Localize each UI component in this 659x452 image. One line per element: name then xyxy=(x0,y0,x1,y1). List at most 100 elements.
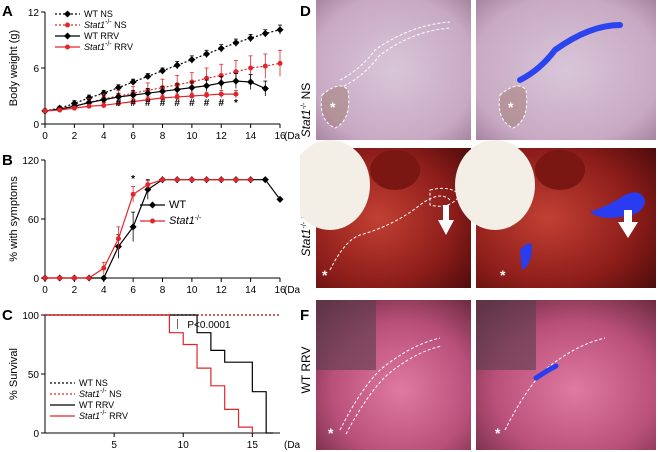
data-point xyxy=(262,63,268,69)
data-point xyxy=(277,60,283,66)
data-point xyxy=(248,65,254,71)
data-point xyxy=(100,274,108,282)
x-tick-label: 4 xyxy=(101,285,107,296)
legend-label: WT RRV xyxy=(79,400,114,410)
data-point xyxy=(42,275,48,281)
significance-marker: # xyxy=(189,98,195,109)
photo-d-right: * xyxy=(476,0,656,140)
x-axis-label: (Days) xyxy=(284,440,300,451)
panel-letter-c: C xyxy=(2,307,13,324)
data-point xyxy=(276,195,284,203)
data-point xyxy=(217,79,225,87)
legend-label: Stat1-/- RRV xyxy=(84,41,133,52)
data-point xyxy=(57,107,63,113)
significance-marker: # xyxy=(160,98,166,109)
data-point xyxy=(204,75,210,81)
x-tick-label: 2 xyxy=(72,131,78,142)
legend-label: WT RRV xyxy=(84,31,119,41)
x-tick-label: 0 xyxy=(42,285,48,296)
x-tick-label: 8 xyxy=(160,131,166,142)
legend-marker xyxy=(148,201,157,209)
legend-label: WT NS xyxy=(84,9,113,19)
data-point xyxy=(100,89,108,97)
panel-letter-b: B xyxy=(2,152,13,169)
data-point xyxy=(276,26,284,34)
y-tick-label: 6 xyxy=(33,64,39,75)
data-point xyxy=(144,89,152,97)
legend-marker xyxy=(63,32,72,40)
legend-marker xyxy=(150,218,155,224)
legend-marker xyxy=(65,22,70,28)
panel-letter-a: A xyxy=(2,3,13,20)
data-point xyxy=(100,96,108,104)
data-point xyxy=(204,177,210,183)
data-point xyxy=(130,99,136,105)
svg-text:*: * xyxy=(330,99,336,115)
legend-label: WT xyxy=(169,199,186,211)
data-point xyxy=(261,84,269,93)
data-point xyxy=(130,191,136,197)
y-axis-label: Body weight (g) xyxy=(8,30,20,106)
data-point xyxy=(218,177,224,183)
x-tick-label: 12 xyxy=(216,285,228,296)
data-point xyxy=(233,69,239,75)
data-point xyxy=(218,91,224,97)
data-point xyxy=(71,105,77,111)
svg-text:*: * xyxy=(495,425,501,441)
x-tick-label: 6 xyxy=(130,285,136,296)
x-tick-label: 6 xyxy=(130,131,136,142)
data-point xyxy=(42,108,48,114)
data-point xyxy=(189,93,195,99)
data-point xyxy=(233,177,239,183)
data-point xyxy=(114,84,122,92)
photo-e-left: * xyxy=(300,140,471,288)
data-point xyxy=(247,78,255,86)
x-tick-label: 14 xyxy=(245,131,257,142)
x-axis-label: (Days) xyxy=(284,131,300,142)
legend-marker xyxy=(65,44,70,50)
data-point xyxy=(145,97,151,103)
y-tick-label: 120 xyxy=(22,156,39,167)
x-axis-label: (Days) xyxy=(284,285,300,296)
y-axis-label: % with symptoms xyxy=(8,176,20,262)
data-point xyxy=(248,177,254,183)
photo-label-f: WT RRV xyxy=(300,347,313,394)
data-point xyxy=(247,34,255,42)
data-point xyxy=(160,95,165,101)
data-point xyxy=(189,177,195,183)
svg-text:*: * xyxy=(322,267,328,283)
panel-letter-d: D xyxy=(300,3,311,20)
y-tick-label: 0 xyxy=(33,120,39,131)
data-point xyxy=(203,82,211,90)
chart-c: 0 50 100 5 10 15 (Days) % Survival P<0.0001 WT NS… xyxy=(8,311,300,451)
x-tick-label: 14 xyxy=(245,285,257,296)
significance-marker: # xyxy=(130,98,136,109)
legend-label: Stat1-/- RRV xyxy=(79,410,128,421)
data-point xyxy=(173,61,181,69)
x-tick-label: 12 xyxy=(216,131,228,142)
data-point xyxy=(158,67,167,75)
data-point xyxy=(204,92,210,98)
data-point xyxy=(173,85,181,94)
photo-d-left: * xyxy=(316,0,471,140)
y-tick-label: 50 xyxy=(28,370,40,381)
p-value-label: P<0.0001 xyxy=(187,320,231,331)
x-tick-label: 5 xyxy=(111,440,117,451)
data-point xyxy=(174,177,180,183)
panel-letter-f: F xyxy=(300,307,309,324)
data-point xyxy=(71,275,77,281)
data-point xyxy=(232,39,240,47)
legend-label: WT NS xyxy=(79,378,108,388)
y-axis-label: % Survival xyxy=(8,348,20,400)
series-line xyxy=(45,179,281,279)
series-line xyxy=(45,314,253,433)
significance-marker: # xyxy=(218,98,224,109)
x-tick-label: 10 xyxy=(178,440,190,451)
x-tick-label: 2 xyxy=(72,285,78,296)
data-point xyxy=(129,78,137,86)
svg-text:*: * xyxy=(508,99,514,115)
data-point xyxy=(188,84,196,92)
x-tick-label: 15 xyxy=(247,440,259,451)
legend-label: Stat1-/- xyxy=(169,215,202,227)
